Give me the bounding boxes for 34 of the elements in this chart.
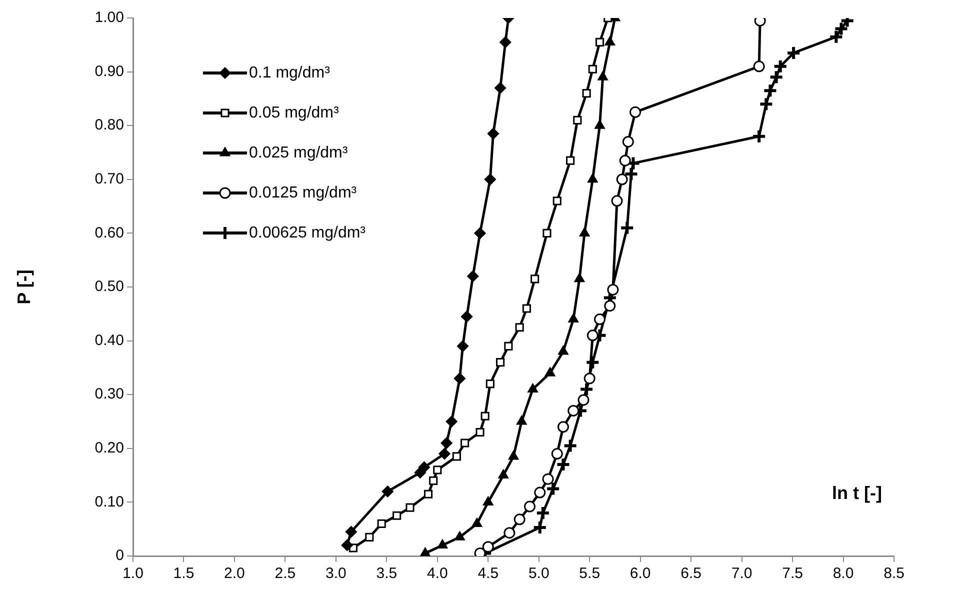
y-tick-label: 1.00 (94, 9, 124, 26)
x-tick-label: 6.0 (630, 565, 651, 582)
x-tick-label: 5.0 (528, 565, 550, 582)
y-tick-label: 0.40 (94, 332, 124, 349)
legend-label: 0.00625 mg/dm³ (249, 224, 366, 242)
y-tick-label: 0.90 (94, 62, 124, 80)
y-tick-label: 0.80 (94, 116, 124, 134)
x-tick-label: 4.0 (426, 565, 448, 582)
x-tick-label: 3.0 (326, 565, 346, 582)
y-tick-label: 0 (116, 547, 124, 564)
x-tick-label: 8.0 (832, 565, 854, 582)
x-axis-title: ln t [-] (832, 482, 882, 503)
y-tick-label: 0.50 (94, 278, 124, 296)
y-tick-label: 0.60 (94, 224, 124, 242)
x-tick-label: 6.5 (680, 565, 702, 582)
x-tick-label: 1.0 (122, 565, 144, 582)
x-tick-label: 7.0 (731, 565, 752, 582)
x-tick-label: 4.5 (478, 565, 499, 582)
legend-label: 0.025 mg/dm³ (249, 144, 348, 162)
x-tick-label: 2.0 (224, 565, 245, 582)
legend-label: 0.0125 mg/dm³ (249, 184, 358, 202)
y-tick-label: 0.70 (94, 170, 124, 188)
x-tick-label: 5.5 (579, 565, 600, 582)
x-tick-label: 3.5 (376, 565, 398, 582)
x-tick-label: 7.5 (782, 565, 803, 582)
y-tick-label: 0.20 (94, 440, 124, 457)
y-tick-label: 0.10 (94, 493, 124, 510)
legend-label: 0.1 mg/dm³ (249, 64, 331, 82)
y-axis-title: P [-] (14, 270, 34, 304)
x-tick-label: 8.5 (884, 565, 904, 582)
legend-label: 0.05 mg/dm³ (249, 104, 340, 122)
x-tick-label: 2.5 (274, 565, 296, 582)
y-tick-label: 0.30 (94, 386, 124, 403)
x-tick-label: 1.5 (173, 565, 194, 582)
